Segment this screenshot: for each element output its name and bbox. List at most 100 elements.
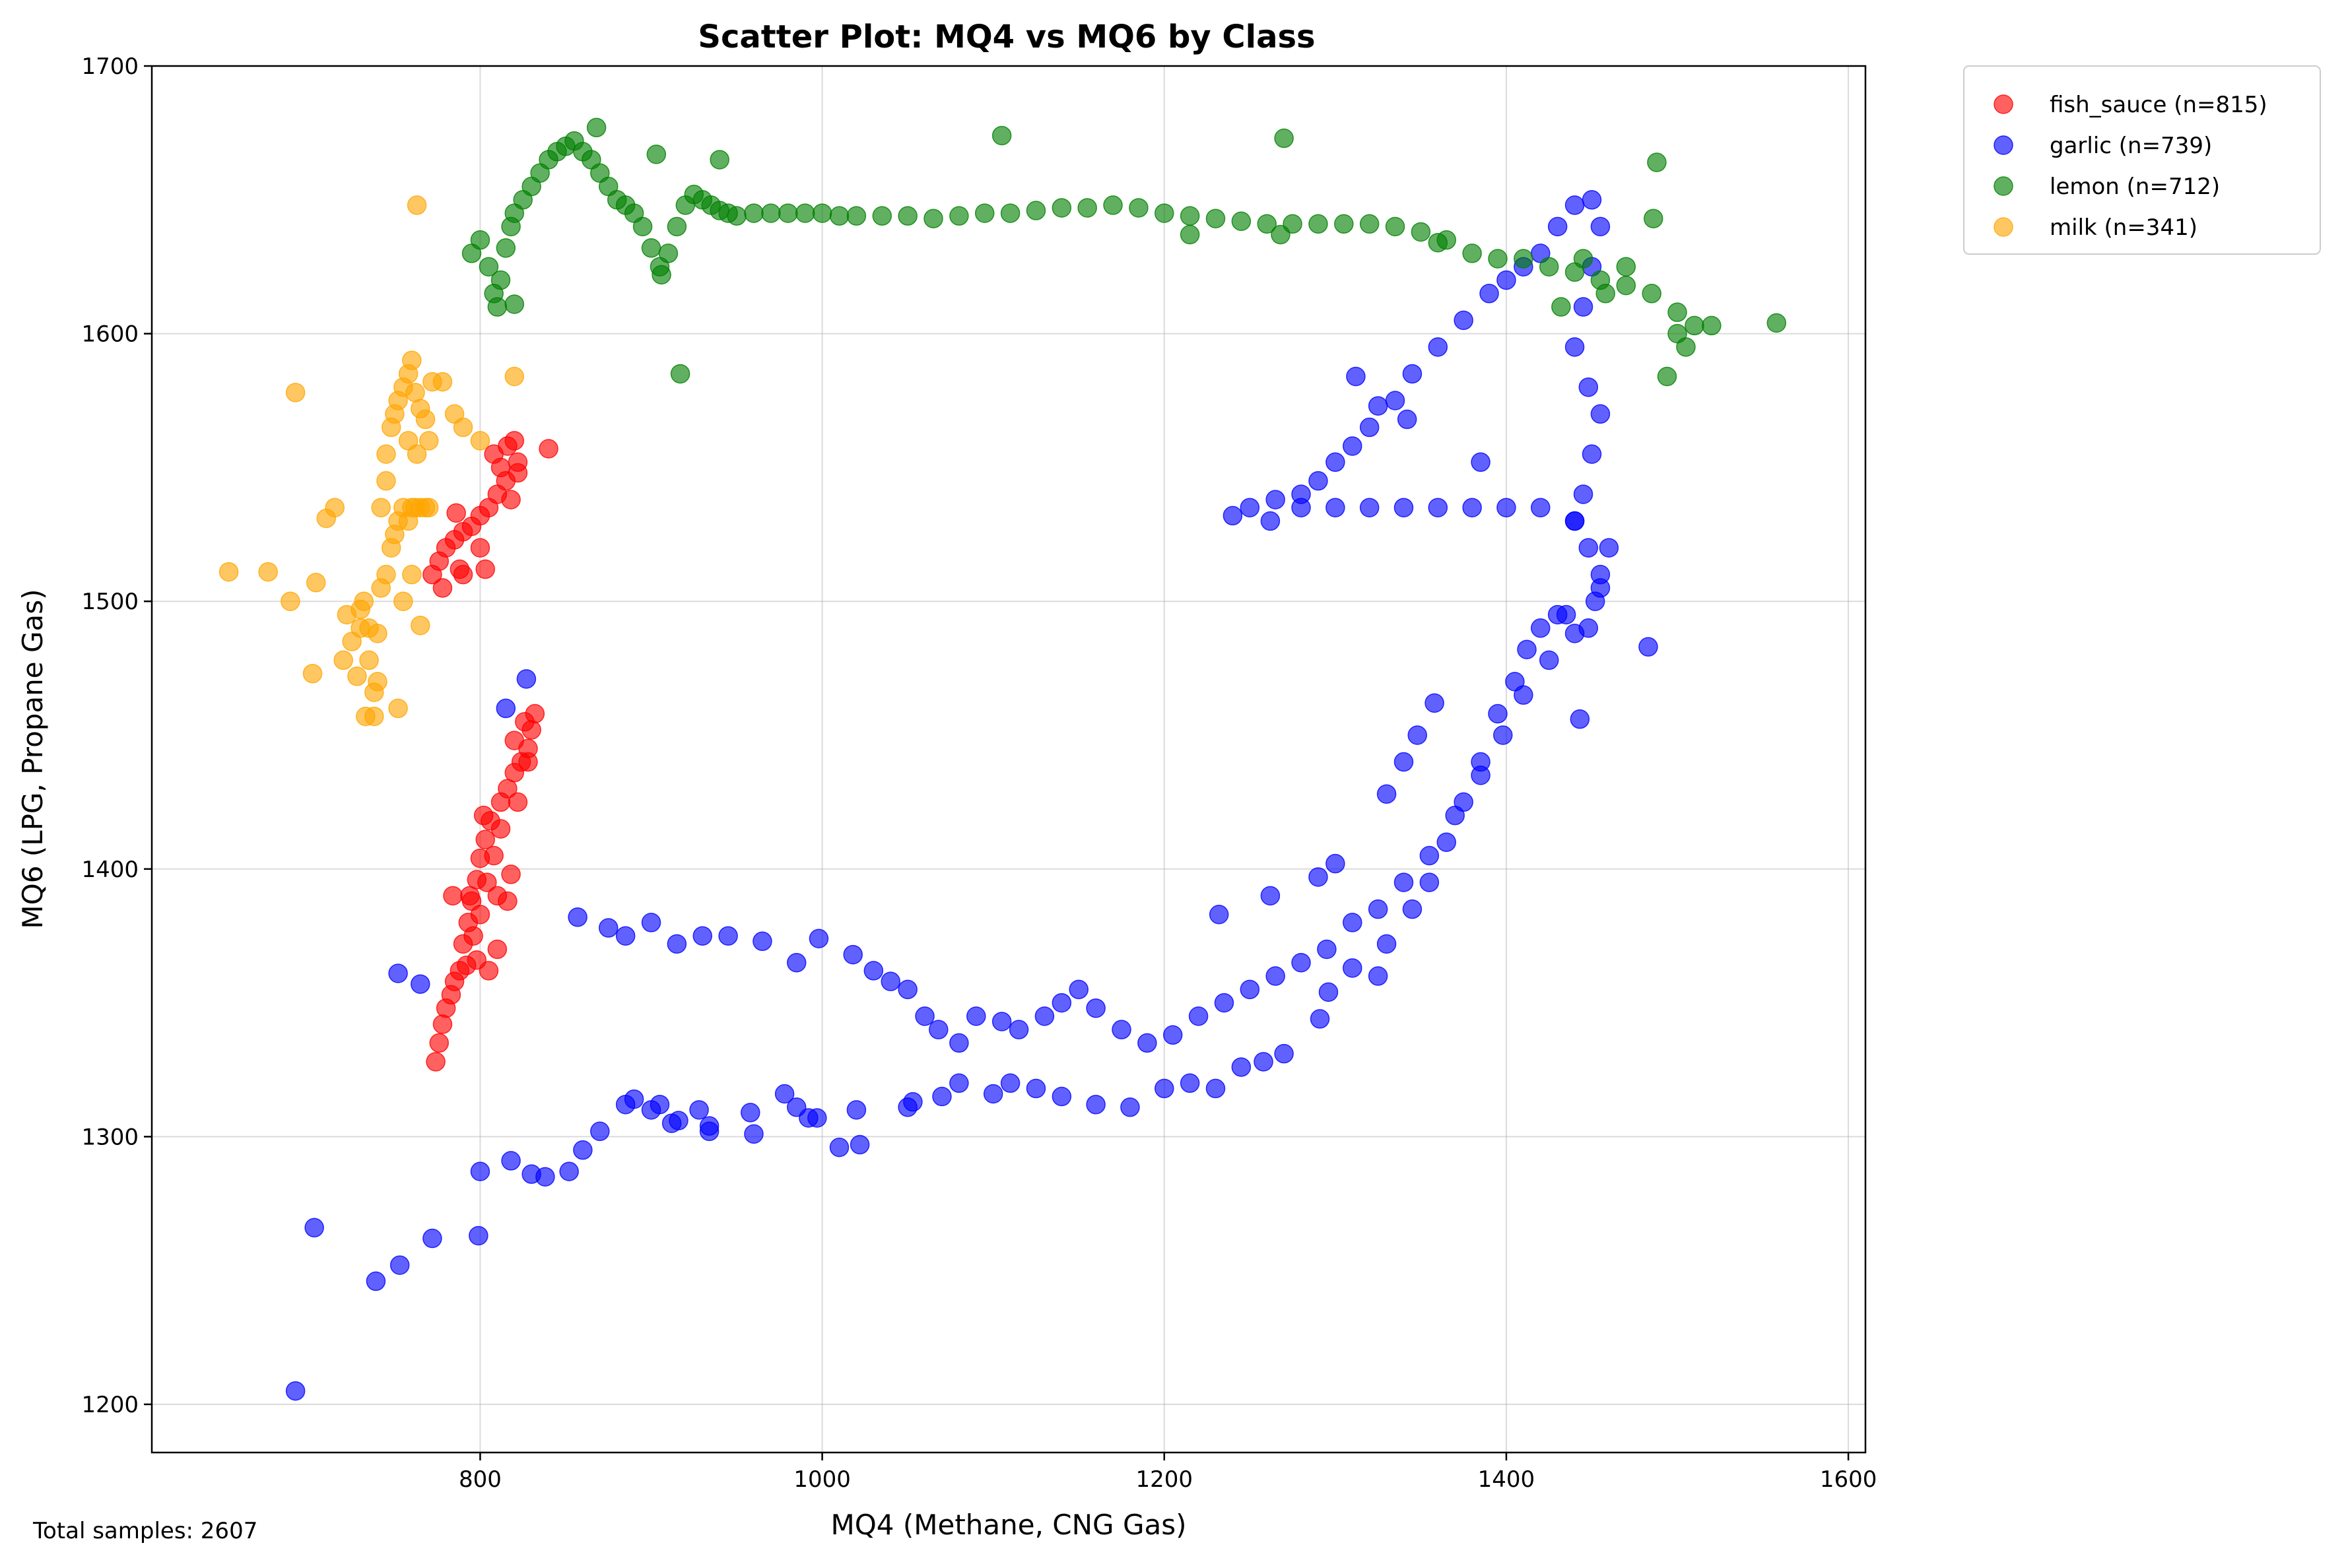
- data-point: [1254, 1052, 1273, 1072]
- data-point: [774, 1084, 795, 1104]
- data-point: [490, 270, 511, 290]
- data-point: [470, 1161, 490, 1181]
- data-point: [371, 498, 391, 517]
- data-point: [586, 117, 607, 138]
- legend: fish_sauce (n=815) garlic (n=739) lemon (n…: [1963, 65, 2321, 255]
- data-point: [1180, 206, 1200, 226]
- data-point: [1514, 249, 1533, 269]
- data-point: [1419, 872, 1440, 892]
- data-point: [1317, 939, 1337, 960]
- data-point: [658, 244, 679, 263]
- data-point: [923, 209, 943, 228]
- x-tick-label: 1200: [1135, 1466, 1193, 1493]
- data-point: [632, 216, 653, 237]
- data-point: [598, 918, 619, 938]
- y-tick-label: 1700: [81, 53, 139, 80]
- data-point: [1325, 853, 1345, 874]
- data-point: [1564, 337, 1585, 357]
- data-point: [504, 366, 525, 387]
- data-point: [786, 953, 807, 973]
- data-point: [991, 1012, 1012, 1031]
- data-point: [590, 1121, 610, 1142]
- data-point: [258, 562, 278, 582]
- data-point: [473, 805, 494, 826]
- data-point: [501, 865, 521, 884]
- data-point: [1599, 538, 1619, 558]
- data-point: [1578, 377, 1599, 397]
- data-point: [504, 431, 525, 451]
- data-point: [1471, 766, 1491, 785]
- data-point: [898, 979, 918, 1000]
- data-point: [1308, 214, 1328, 234]
- data-point: [1454, 310, 1473, 331]
- data-point: [1223, 506, 1243, 526]
- data-point: [1308, 867, 1328, 887]
- data-point: [389, 1255, 410, 1275]
- data-point: [443, 886, 463, 906]
- data-point: [1638, 637, 1658, 657]
- data-point: [470, 431, 490, 451]
- series-0: [422, 431, 558, 1072]
- data-point: [741, 1103, 760, 1123]
- data-point: [1578, 618, 1599, 638]
- data-point: [670, 364, 690, 384]
- data-point: [1685, 315, 1704, 336]
- data-point: [281, 591, 300, 611]
- data-point: [1260, 511, 1281, 531]
- data-point: [559, 1161, 579, 1181]
- data-point: [1582, 444, 1602, 464]
- data-point: [1052, 198, 1072, 218]
- data-point: [426, 1052, 446, 1072]
- data-point: [1556, 604, 1576, 625]
- data-point: [829, 206, 850, 226]
- data-point: [376, 471, 396, 491]
- data-point: [718, 926, 738, 946]
- data-point: [915, 1006, 935, 1026]
- data-point: [535, 1167, 555, 1187]
- data-point: [974, 203, 995, 223]
- data-point: [368, 672, 387, 692]
- data-point: [1265, 966, 1285, 986]
- data-point: [1564, 195, 1585, 215]
- data-point: [966, 1006, 986, 1026]
- data-point: [881, 971, 900, 991]
- data-point: [1385, 216, 1405, 237]
- data-point: [850, 1134, 870, 1155]
- data-point: [846, 206, 867, 226]
- x-tick-label: 1000: [793, 1466, 851, 1493]
- data-point: [1496, 270, 1516, 290]
- data-point: [652, 265, 671, 285]
- data-point: [402, 564, 422, 585]
- data-point: [539, 439, 558, 459]
- data-point: [470, 904, 490, 925]
- data-point: [1407, 725, 1427, 745]
- data-point: [624, 1089, 644, 1109]
- data-point: [932, 1086, 952, 1107]
- data-point: [1343, 436, 1362, 456]
- data-point: [949, 1033, 969, 1053]
- data-point: [1120, 1097, 1140, 1117]
- data-point: [1308, 471, 1328, 491]
- data-point: [516, 669, 537, 689]
- y-tick-label: 1400: [81, 857, 139, 883]
- data-point: [359, 618, 379, 638]
- data-point: [1359, 417, 1380, 438]
- data-point: [1411, 222, 1431, 242]
- data-point: [432, 372, 453, 392]
- data-point: [1402, 899, 1423, 919]
- data-point: [490, 819, 511, 839]
- data-point: [432, 1014, 453, 1034]
- data-point: [1402, 364, 1423, 384]
- data-point: [376, 444, 396, 464]
- data-point: [504, 294, 525, 314]
- data-point: [351, 599, 370, 620]
- data-point: [1385, 391, 1405, 410]
- data-point: [843, 944, 863, 965]
- data-point: [1205, 1078, 1226, 1099]
- data-point: [1517, 639, 1537, 659]
- data-point: [1346, 366, 1366, 387]
- data-point: [463, 926, 483, 946]
- data-point: [1180, 224, 1200, 245]
- data-point: [1325, 452, 1345, 473]
- legend-label: garlic (n=739): [2050, 133, 2212, 159]
